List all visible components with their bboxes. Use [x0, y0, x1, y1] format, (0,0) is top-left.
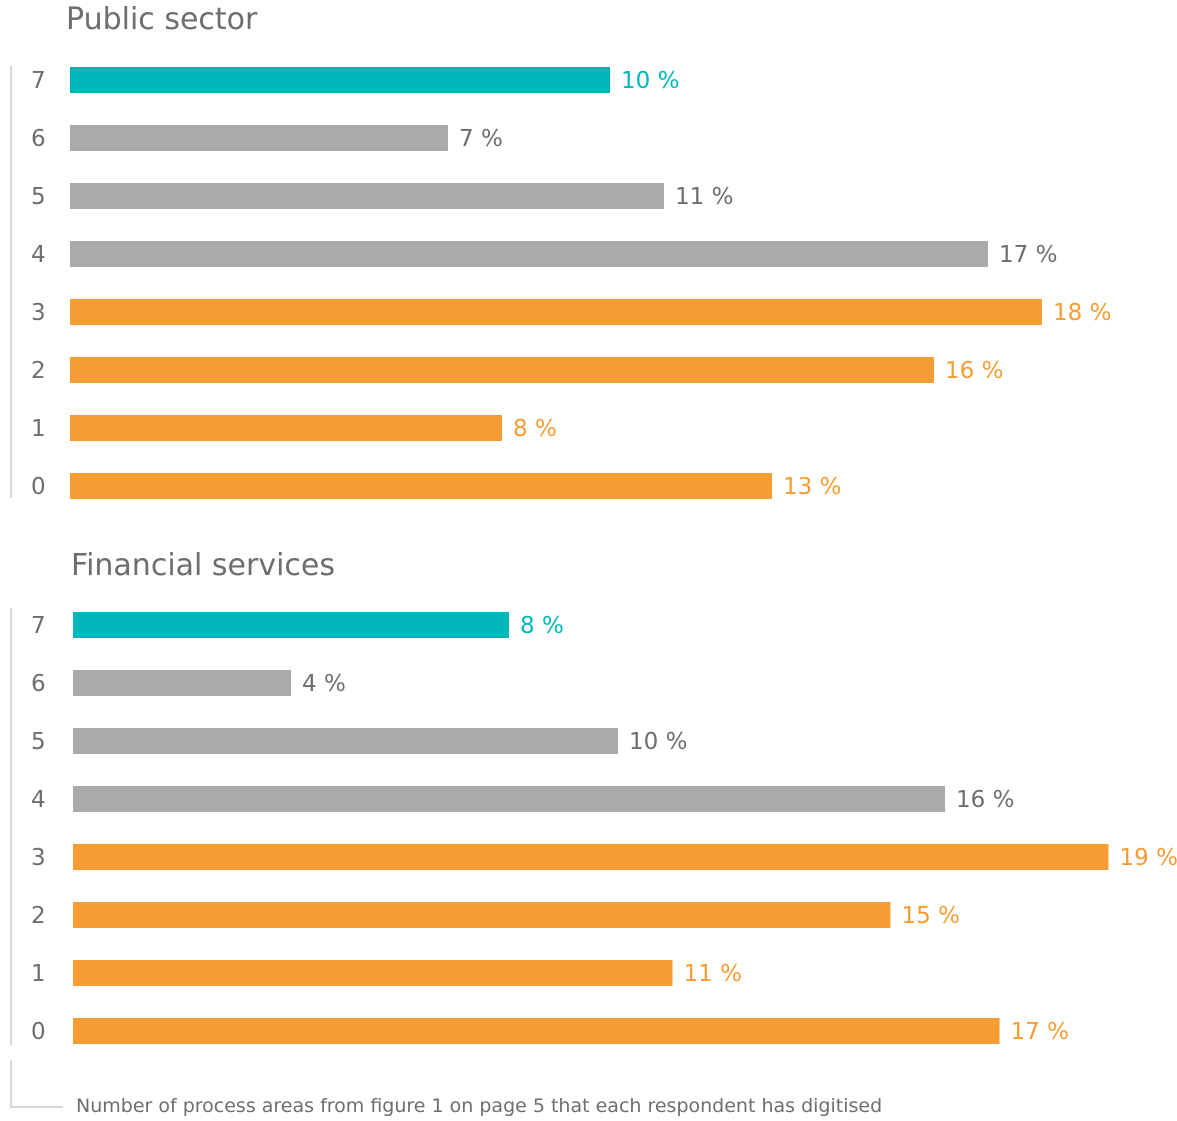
- category-label-public-sector-6: 6: [31, 126, 46, 152]
- value-label-financial-services-0: 17 %: [1011, 1019, 1069, 1045]
- chart-title-financial-services: Financial services: [71, 548, 335, 583]
- value-label-public-sector-2: 16 %: [945, 358, 1003, 384]
- category-label-financial-services-0: 0: [31, 1019, 46, 1045]
- bar-financial-services-4: [73, 786, 945, 812]
- bar-financial-services-1: [73, 960, 673, 986]
- category-label-public-sector-1: 1: [31, 416, 46, 442]
- chart-title-public-sector: Public sector: [66, 2, 258, 37]
- value-label-financial-services-7: 8 %: [520, 613, 564, 639]
- category-label-public-sector-5: 5: [31, 184, 46, 210]
- bar-public-sector-3: [70, 299, 1042, 325]
- value-label-financial-services-4: 16 %: [956, 787, 1014, 813]
- bar-public-sector-6: [70, 125, 448, 151]
- value-label-public-sector-7: 10 %: [621, 68, 679, 94]
- value-label-financial-services-6: 4 %: [302, 671, 346, 697]
- bar-financial-services-7: [73, 612, 509, 638]
- value-label-public-sector-3: 18 %: [1053, 300, 1111, 326]
- category-label-financial-services-7: 7: [31, 613, 46, 639]
- category-label-public-sector-3: 3: [31, 300, 46, 326]
- bar-public-sector-7: [70, 67, 610, 93]
- value-label-financial-services-5: 10 %: [629, 729, 687, 755]
- footer-note: Number of process areas from figure 1 on…: [76, 1095, 883, 1117]
- category-label-financial-services-2: 2: [31, 903, 46, 929]
- value-label-public-sector-5: 11 %: [675, 184, 733, 210]
- category-label-public-sector-7: 7: [31, 68, 46, 94]
- category-label-financial-services-3: 3: [31, 845, 46, 871]
- bar-financial-services-0: [73, 1018, 1000, 1044]
- value-label-financial-services-2: 15 %: [902, 903, 960, 929]
- footer-bracket: [10, 1060, 63, 1108]
- category-label-public-sector-0: 0: [31, 474, 46, 500]
- bar-public-sector-4: [70, 241, 988, 267]
- category-label-financial-services-5: 5: [31, 729, 46, 755]
- bar-financial-services-5: [73, 728, 618, 754]
- value-label-public-sector-1: 8 %: [513, 416, 557, 442]
- bar-public-sector-0: [70, 473, 772, 499]
- bar-financial-services-6: [73, 670, 291, 696]
- bar-financial-services-2: [73, 902, 891, 928]
- category-label-financial-services-6: 6: [31, 671, 46, 697]
- bar-public-sector-1: [70, 415, 502, 441]
- category-label-public-sector-2: 2: [31, 358, 46, 384]
- category-label-financial-services-1: 1: [31, 961, 46, 987]
- value-label-public-sector-0: 13 %: [783, 474, 841, 500]
- bar-public-sector-2: [70, 357, 934, 383]
- value-label-public-sector-4: 17 %: [999, 242, 1057, 268]
- value-label-public-sector-6: 7 %: [459, 126, 503, 152]
- value-label-financial-services-3: 19 %: [1120, 845, 1177, 871]
- bar-financial-services-3: [73, 844, 1109, 870]
- category-label-public-sector-4: 4: [31, 242, 46, 268]
- category-label-financial-services-4: 4: [31, 787, 46, 813]
- bar-public-sector-5: [70, 183, 664, 209]
- value-label-financial-services-1: 11 %: [684, 961, 742, 987]
